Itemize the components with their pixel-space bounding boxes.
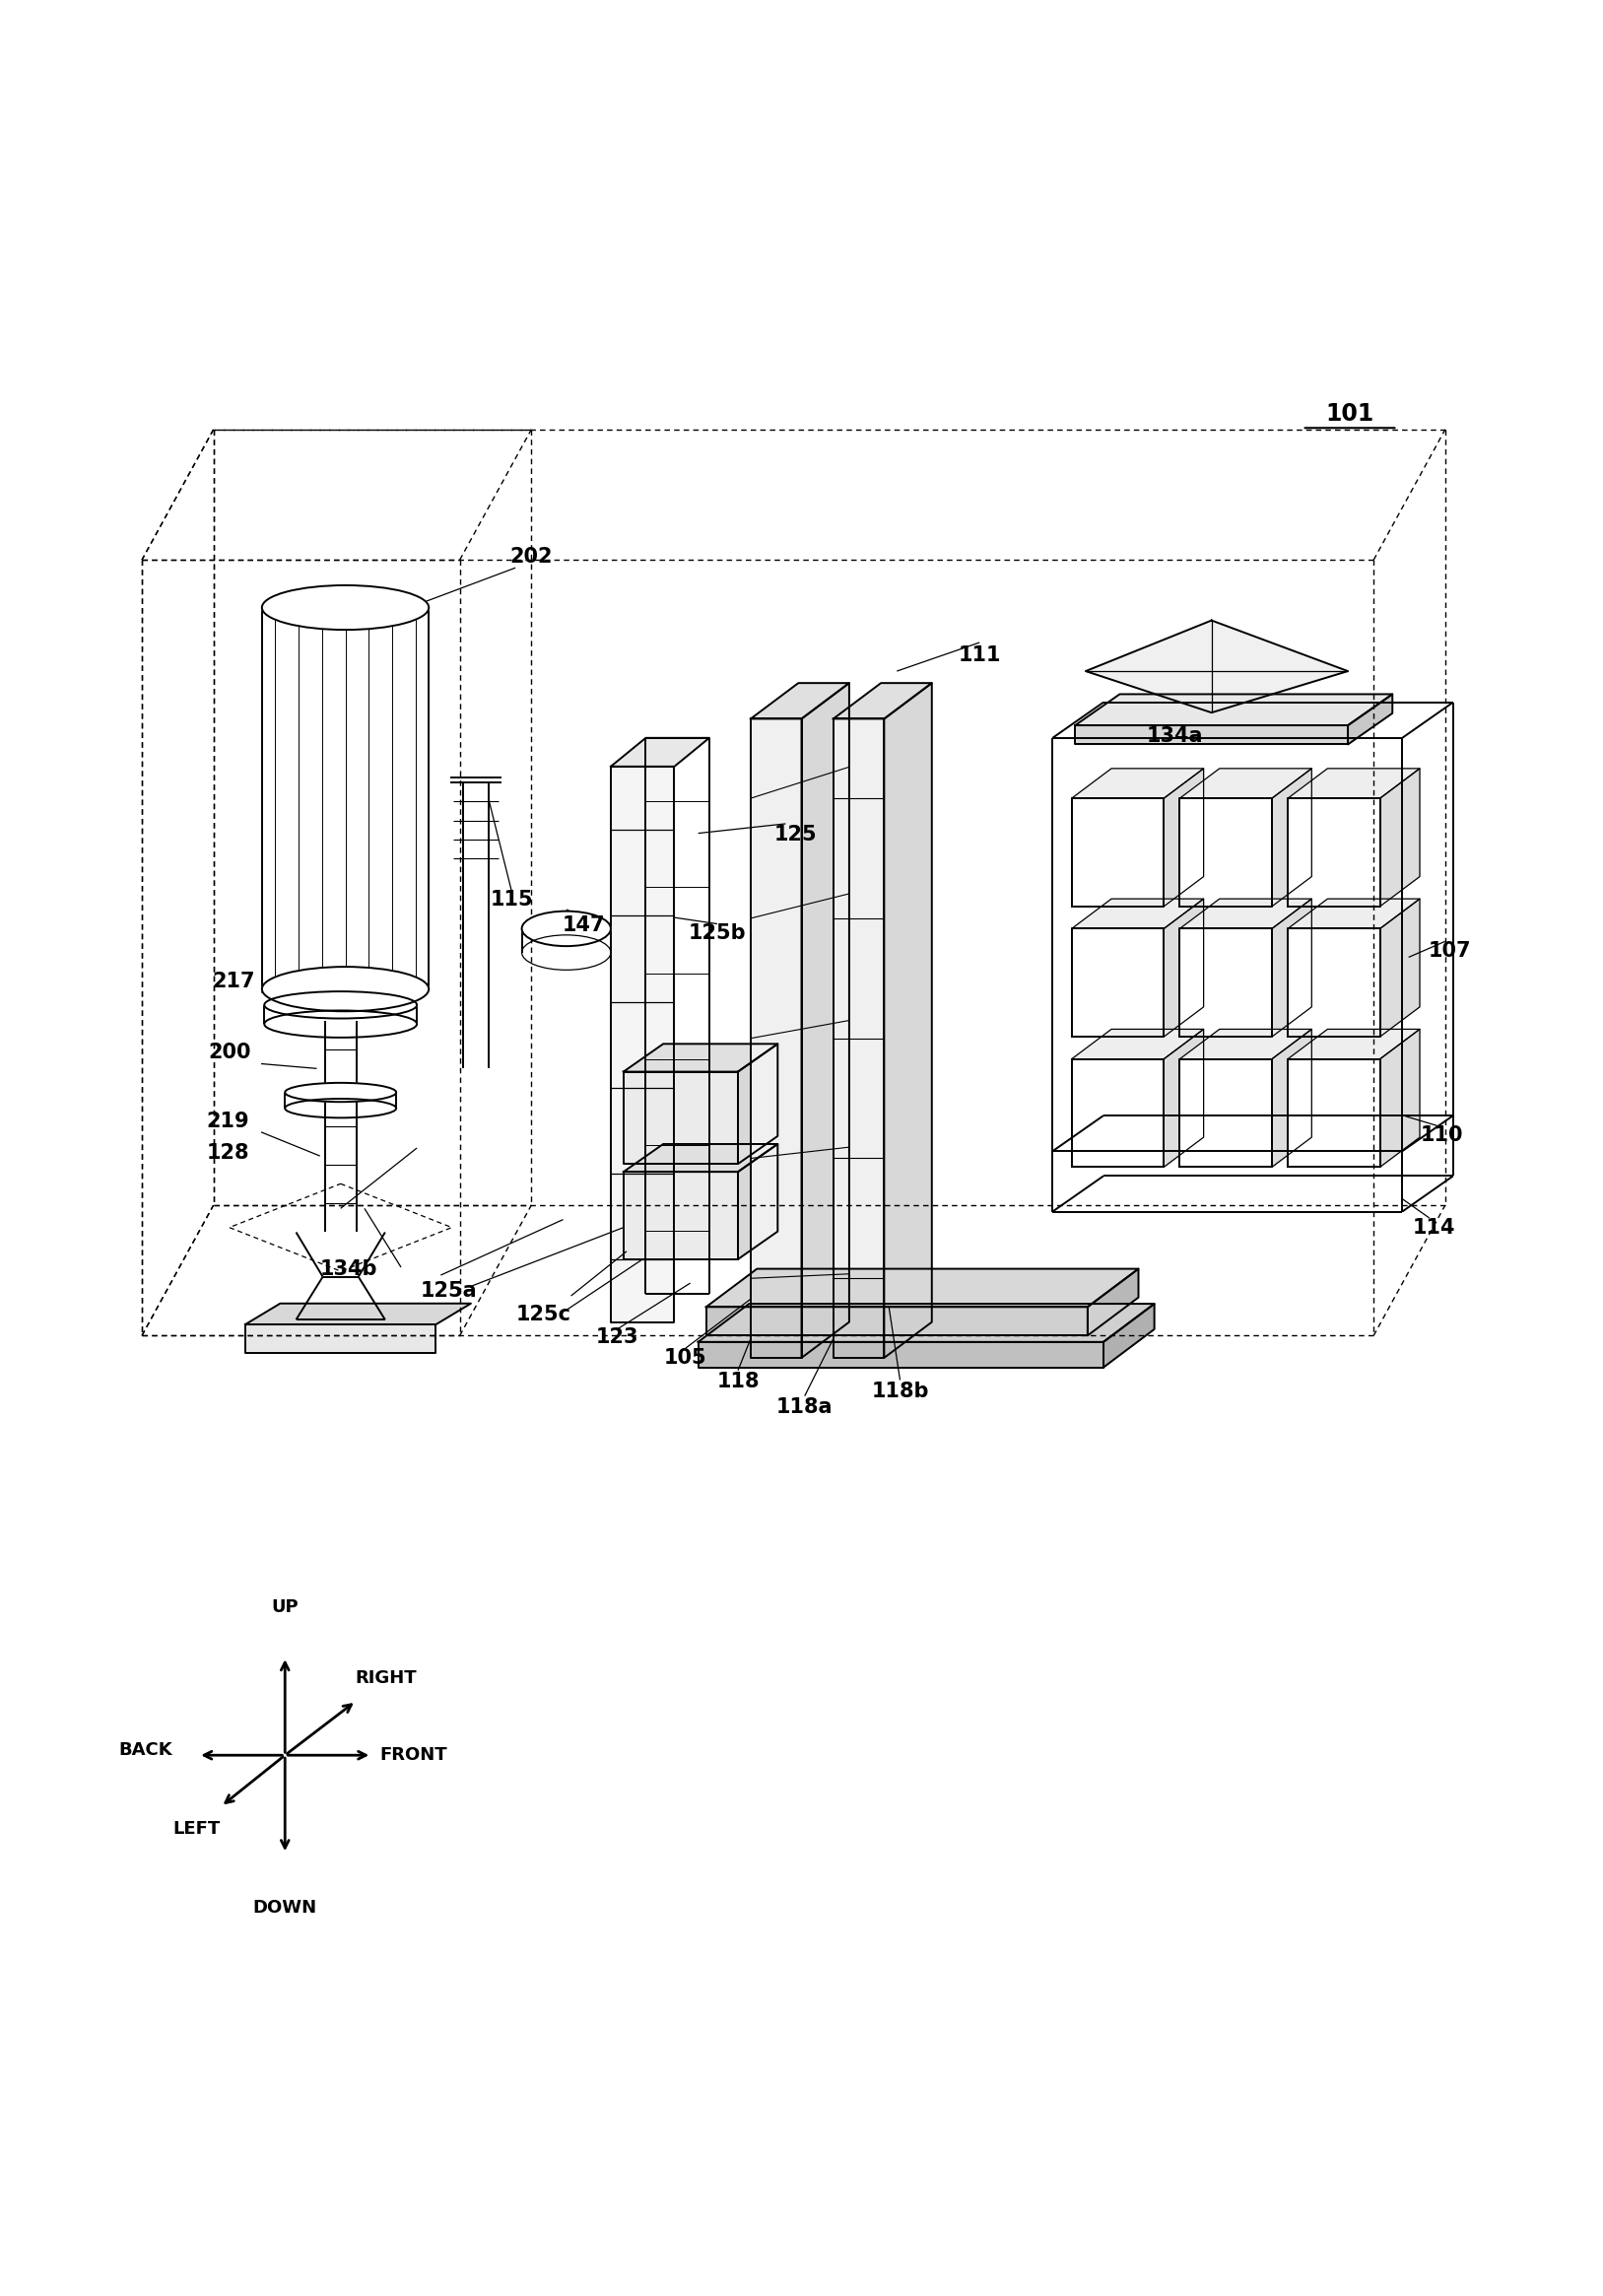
Ellipse shape xyxy=(261,585,430,629)
Polygon shape xyxy=(1180,769,1311,799)
Polygon shape xyxy=(834,719,885,1357)
Polygon shape xyxy=(1087,1270,1138,1336)
Polygon shape xyxy=(1380,1029,1420,1166)
Polygon shape xyxy=(1180,928,1271,1038)
Text: 134a: 134a xyxy=(1146,726,1204,746)
Polygon shape xyxy=(1287,1058,1380,1166)
Polygon shape xyxy=(1271,769,1311,907)
Text: 118: 118 xyxy=(717,1371,760,1391)
Text: 125a: 125a xyxy=(420,1281,478,1302)
Text: 125b: 125b xyxy=(688,923,745,944)
Text: 134b: 134b xyxy=(319,1258,377,1279)
Polygon shape xyxy=(737,1045,777,1164)
Polygon shape xyxy=(1287,769,1420,799)
Text: 219: 219 xyxy=(207,1111,248,1132)
Polygon shape xyxy=(245,1325,436,1352)
Polygon shape xyxy=(1380,898,1420,1038)
Polygon shape xyxy=(1287,928,1380,1038)
Text: 123: 123 xyxy=(596,1327,638,1348)
Polygon shape xyxy=(1072,1058,1164,1166)
Text: 147: 147 xyxy=(563,916,606,934)
Polygon shape xyxy=(1072,898,1204,928)
Text: 118a: 118a xyxy=(776,1398,834,1417)
Text: 128: 128 xyxy=(207,1143,248,1162)
Polygon shape xyxy=(624,1072,737,1164)
Polygon shape xyxy=(1164,898,1204,1038)
Polygon shape xyxy=(624,1143,777,1171)
Polygon shape xyxy=(245,1304,471,1325)
Polygon shape xyxy=(1287,1029,1420,1058)
Text: UP: UP xyxy=(271,1598,298,1616)
Polygon shape xyxy=(1348,693,1393,744)
Polygon shape xyxy=(750,719,802,1357)
Polygon shape xyxy=(1180,1029,1311,1058)
Text: 115: 115 xyxy=(491,891,534,909)
Polygon shape xyxy=(699,1304,1154,1341)
Polygon shape xyxy=(611,767,675,1322)
Polygon shape xyxy=(1076,693,1393,726)
Polygon shape xyxy=(750,682,850,719)
Text: LEFT: LEFT xyxy=(173,1821,220,1839)
Polygon shape xyxy=(1072,928,1164,1038)
Polygon shape xyxy=(1287,799,1380,907)
Text: 125: 125 xyxy=(774,824,816,845)
Polygon shape xyxy=(1180,799,1271,907)
Ellipse shape xyxy=(523,912,611,946)
Text: 217: 217 xyxy=(213,971,255,992)
Polygon shape xyxy=(737,1143,777,1258)
Polygon shape xyxy=(1072,799,1164,907)
Polygon shape xyxy=(1072,769,1204,799)
Polygon shape xyxy=(1076,726,1348,744)
Polygon shape xyxy=(885,682,931,1357)
Ellipse shape xyxy=(261,967,430,1010)
Text: 118b: 118b xyxy=(870,1382,928,1401)
Polygon shape xyxy=(1271,1029,1311,1166)
Polygon shape xyxy=(1287,898,1420,928)
Polygon shape xyxy=(834,682,931,719)
Text: 105: 105 xyxy=(664,1348,707,1368)
Polygon shape xyxy=(802,682,850,1357)
Text: 111: 111 xyxy=(959,645,1000,666)
Text: 110: 110 xyxy=(1420,1125,1464,1146)
Polygon shape xyxy=(707,1270,1138,1306)
Polygon shape xyxy=(1103,1304,1154,1368)
Polygon shape xyxy=(624,1045,777,1072)
Text: 125c: 125c xyxy=(516,1304,572,1325)
Polygon shape xyxy=(1164,769,1204,907)
Text: 200: 200 xyxy=(208,1042,250,1063)
Text: RIGHT: RIGHT xyxy=(354,1669,417,1688)
Polygon shape xyxy=(707,1306,1087,1336)
Text: 107: 107 xyxy=(1428,941,1472,960)
Polygon shape xyxy=(624,1171,737,1258)
Text: 101: 101 xyxy=(1326,402,1374,425)
Polygon shape xyxy=(1164,1029,1204,1166)
Text: 114: 114 xyxy=(1412,1217,1456,1238)
Polygon shape xyxy=(1085,620,1348,712)
Text: 202: 202 xyxy=(510,546,553,567)
Polygon shape xyxy=(1180,898,1311,928)
Polygon shape xyxy=(1380,769,1420,907)
Ellipse shape xyxy=(285,1084,396,1102)
Text: DOWN: DOWN xyxy=(253,1899,317,1917)
Polygon shape xyxy=(1180,1058,1271,1166)
Polygon shape xyxy=(1072,1029,1204,1058)
Polygon shape xyxy=(1271,898,1311,1038)
Polygon shape xyxy=(261,608,430,990)
Text: FRONT: FRONT xyxy=(380,1747,447,1763)
Polygon shape xyxy=(699,1341,1103,1368)
Ellipse shape xyxy=(264,992,417,1019)
Polygon shape xyxy=(611,737,709,767)
Text: BACK: BACK xyxy=(119,1743,172,1759)
